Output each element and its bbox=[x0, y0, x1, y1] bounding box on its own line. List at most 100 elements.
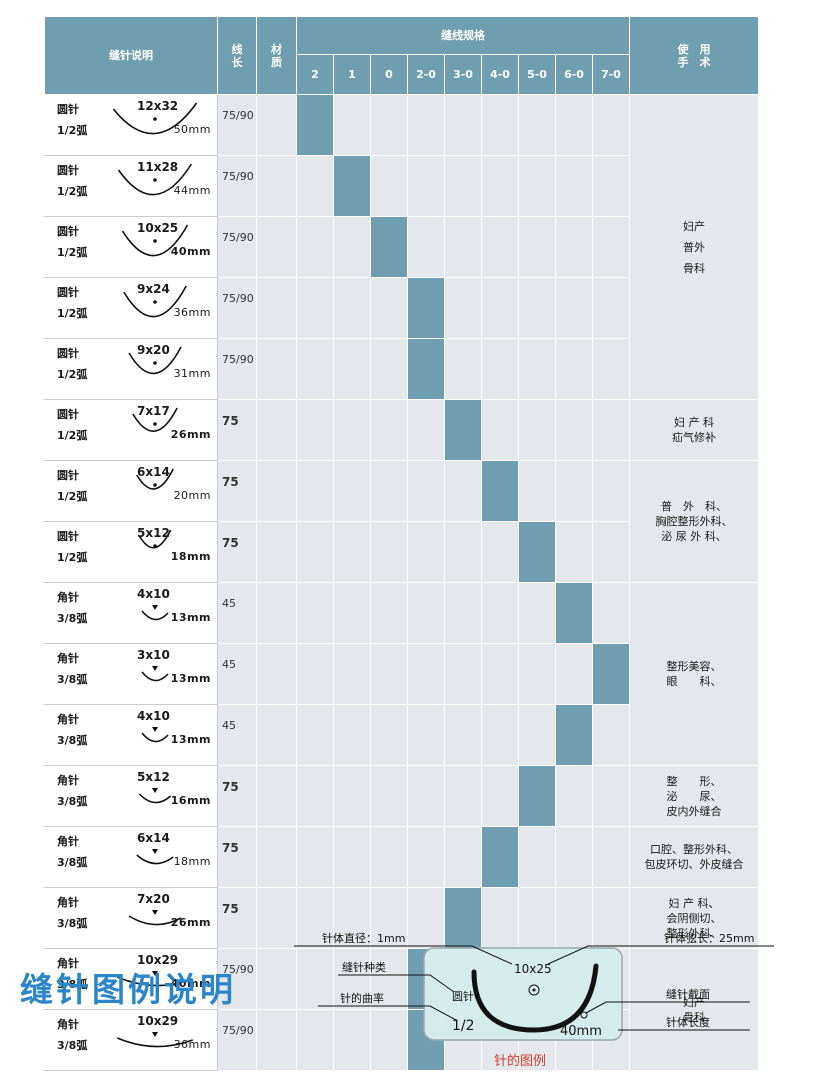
surgery-use-line: 妇 产 科、 bbox=[668, 896, 720, 910]
material-cell bbox=[256, 643, 297, 705]
spec-cell bbox=[518, 704, 556, 766]
thread-length: 75/90 bbox=[217, 1009, 257, 1071]
needle-arc: 3/8弧 bbox=[57, 978, 88, 991]
material-cell bbox=[256, 460, 297, 522]
needle-arc: 1/2弧 bbox=[57, 246, 88, 259]
size-header: 5-0 bbox=[518, 54, 556, 95]
spec-cell bbox=[333, 643, 371, 705]
spec-cell bbox=[592, 155, 630, 217]
surgery-use-line: 骨科 bbox=[683, 1010, 705, 1024]
legend-length-label: 40mm bbox=[560, 1024, 602, 1039]
surgery-use-line: 普 外 科、 bbox=[661, 500, 727, 513]
material-cell bbox=[256, 155, 297, 217]
surgery-use-line: 泌 尿 外 科、 bbox=[661, 530, 727, 543]
surgery-use-line: 妇产 bbox=[683, 219, 705, 233]
table-row: 圆针 1/2弧 10x25 40mm 75/90 bbox=[44, 216, 759, 278]
table-row: 圆针 1/2弧 5x12 18mm 75 bbox=[44, 521, 759, 583]
legend-curvature-label: 针的曲率 bbox=[340, 992, 384, 1005]
needle-chord-length: 50mm bbox=[173, 123, 211, 136]
suture-spec-table: 缝针说明 线长 材质 缝线规格 使 用手 术 2 1 0 2-0 3-0 4-0 5-0 6-… bbox=[44, 16, 759, 1071]
needle-chord-length: 13mm bbox=[170, 611, 211, 624]
needle-desc: 圆针 1/2弧 7x17 26mm bbox=[44, 399, 218, 461]
needle-arc: 1/2弧 bbox=[57, 307, 88, 320]
surgery-use: 妇产 普外 骨科 bbox=[629, 94, 759, 400]
spec-cell-marked bbox=[481, 826, 519, 888]
spec-cell-marked bbox=[518, 521, 556, 583]
spec-cell bbox=[444, 582, 482, 644]
spec-cell bbox=[370, 765, 408, 827]
table-row: 角针 3/8弧 5x12 16mm 75 整 形、泌 尿、 皮内外缝合 bbox=[44, 765, 759, 827]
spec-cell bbox=[481, 887, 519, 949]
needle-arc: 1/2弧 bbox=[57, 124, 88, 137]
spec-cell bbox=[407, 643, 445, 705]
needle-chord-length: 44mm bbox=[173, 184, 211, 197]
spec-cell bbox=[407, 765, 445, 827]
surgery-use: 整 形、泌 尿、 皮内外缝合 bbox=[629, 765, 759, 827]
surgery-use: 普 外 科、 胸腔整形外科、泌 尿 外 科、 bbox=[629, 460, 759, 583]
needle-icon bbox=[123, 285, 187, 318]
spec-cell bbox=[296, 338, 334, 400]
thread-length: 75 bbox=[217, 887, 257, 949]
legend-graphic bbox=[294, 945, 774, 1041]
needle-type: 圆针 bbox=[57, 286, 79, 299]
header-desc: 缝针说明 bbox=[44, 16, 218, 95]
spec-cell bbox=[333, 582, 371, 644]
material-cell bbox=[256, 1009, 297, 1071]
spec-cell bbox=[296, 521, 334, 583]
legend-caption: 针的图例 bbox=[494, 1054, 547, 1069]
spec-cell-marked bbox=[481, 460, 519, 522]
spec-cell bbox=[296, 216, 334, 278]
needle-arc: 3/8弧 bbox=[57, 917, 88, 930]
spec-cell bbox=[296, 826, 334, 888]
needle-desc: 圆针 1/2弧 5x12 18mm bbox=[44, 521, 218, 583]
surgery-use-line: 皮内外缝合 bbox=[666, 804, 722, 818]
thread-length: 75/90 bbox=[217, 155, 257, 217]
needle-type: 角针 bbox=[57, 835, 79, 848]
thread-length: 75 bbox=[217, 399, 257, 461]
spec-cell bbox=[370, 521, 408, 583]
header-material: 材质 bbox=[256, 16, 297, 95]
surgery-use-line: 普外 bbox=[683, 240, 705, 254]
needle-desc: 角针 3/8弧 10x29 36mm bbox=[44, 1009, 218, 1071]
surgery-use-line: 妇 产 科 bbox=[674, 416, 714, 429]
needle-icon bbox=[121, 224, 189, 257]
needle-chord-length: 26mm bbox=[170, 916, 211, 929]
surgery-use-line: 口腔、整形外科、 bbox=[650, 843, 738, 856]
spec-cell bbox=[444, 338, 482, 400]
spec-cell bbox=[592, 582, 630, 644]
spec-cell bbox=[481, 94, 519, 156]
spec-cell bbox=[370, 582, 408, 644]
needle-arc: 3/8弧 bbox=[57, 612, 88, 625]
thread-length: 75/90 bbox=[217, 338, 257, 400]
surgery-use-line: 整形外科、 bbox=[666, 926, 722, 940]
spec-cell bbox=[407, 155, 445, 217]
material-cell bbox=[256, 704, 297, 766]
needle-arc: 3/8弧 bbox=[57, 1039, 88, 1052]
spec-cell bbox=[296, 1009, 334, 1071]
size-header: 2-0 bbox=[407, 54, 445, 95]
needle-type: 圆针 bbox=[57, 103, 79, 116]
header-use: 使 用手 术 bbox=[629, 16, 759, 95]
thread-length: 45 bbox=[217, 704, 257, 766]
spec-cell bbox=[444, 826, 482, 888]
needle-desc: 角针 3/8弧 7x20 26mm bbox=[44, 887, 218, 949]
size-header: 3-0 bbox=[444, 54, 482, 95]
needle-chord-length: 18mm bbox=[170, 550, 211, 563]
needle-desc: 圆针 1/2弧 9x20 31mm bbox=[44, 338, 218, 400]
needle-type: 角针 bbox=[57, 1018, 79, 1031]
needle-desc: 圆针 1/2弧 10x25 40mm bbox=[44, 216, 218, 278]
spec-cell-marked bbox=[444, 887, 482, 949]
needle-chord-length: 18mm bbox=[173, 855, 211, 868]
legend-diameter-label: 针体直径：1mm bbox=[322, 932, 406, 945]
needle-type: 圆针 bbox=[57, 347, 79, 360]
spec-cell bbox=[296, 887, 334, 949]
needle-arc: 1/2弧 bbox=[57, 551, 88, 564]
spec-cell bbox=[333, 1009, 371, 1071]
spec-cell bbox=[555, 826, 593, 888]
spec-cell bbox=[481, 765, 519, 827]
needle-desc: 圆针 1/2弧 9x24 36mm bbox=[44, 277, 218, 339]
table-row: 圆针 1/2弧 12x32 50mm 75/90 妇产 普外 骨科 bbox=[44, 94, 759, 400]
spec-cell bbox=[592, 277, 630, 339]
material-cell bbox=[256, 338, 297, 400]
needle-size: 9x20 bbox=[137, 343, 170, 357]
